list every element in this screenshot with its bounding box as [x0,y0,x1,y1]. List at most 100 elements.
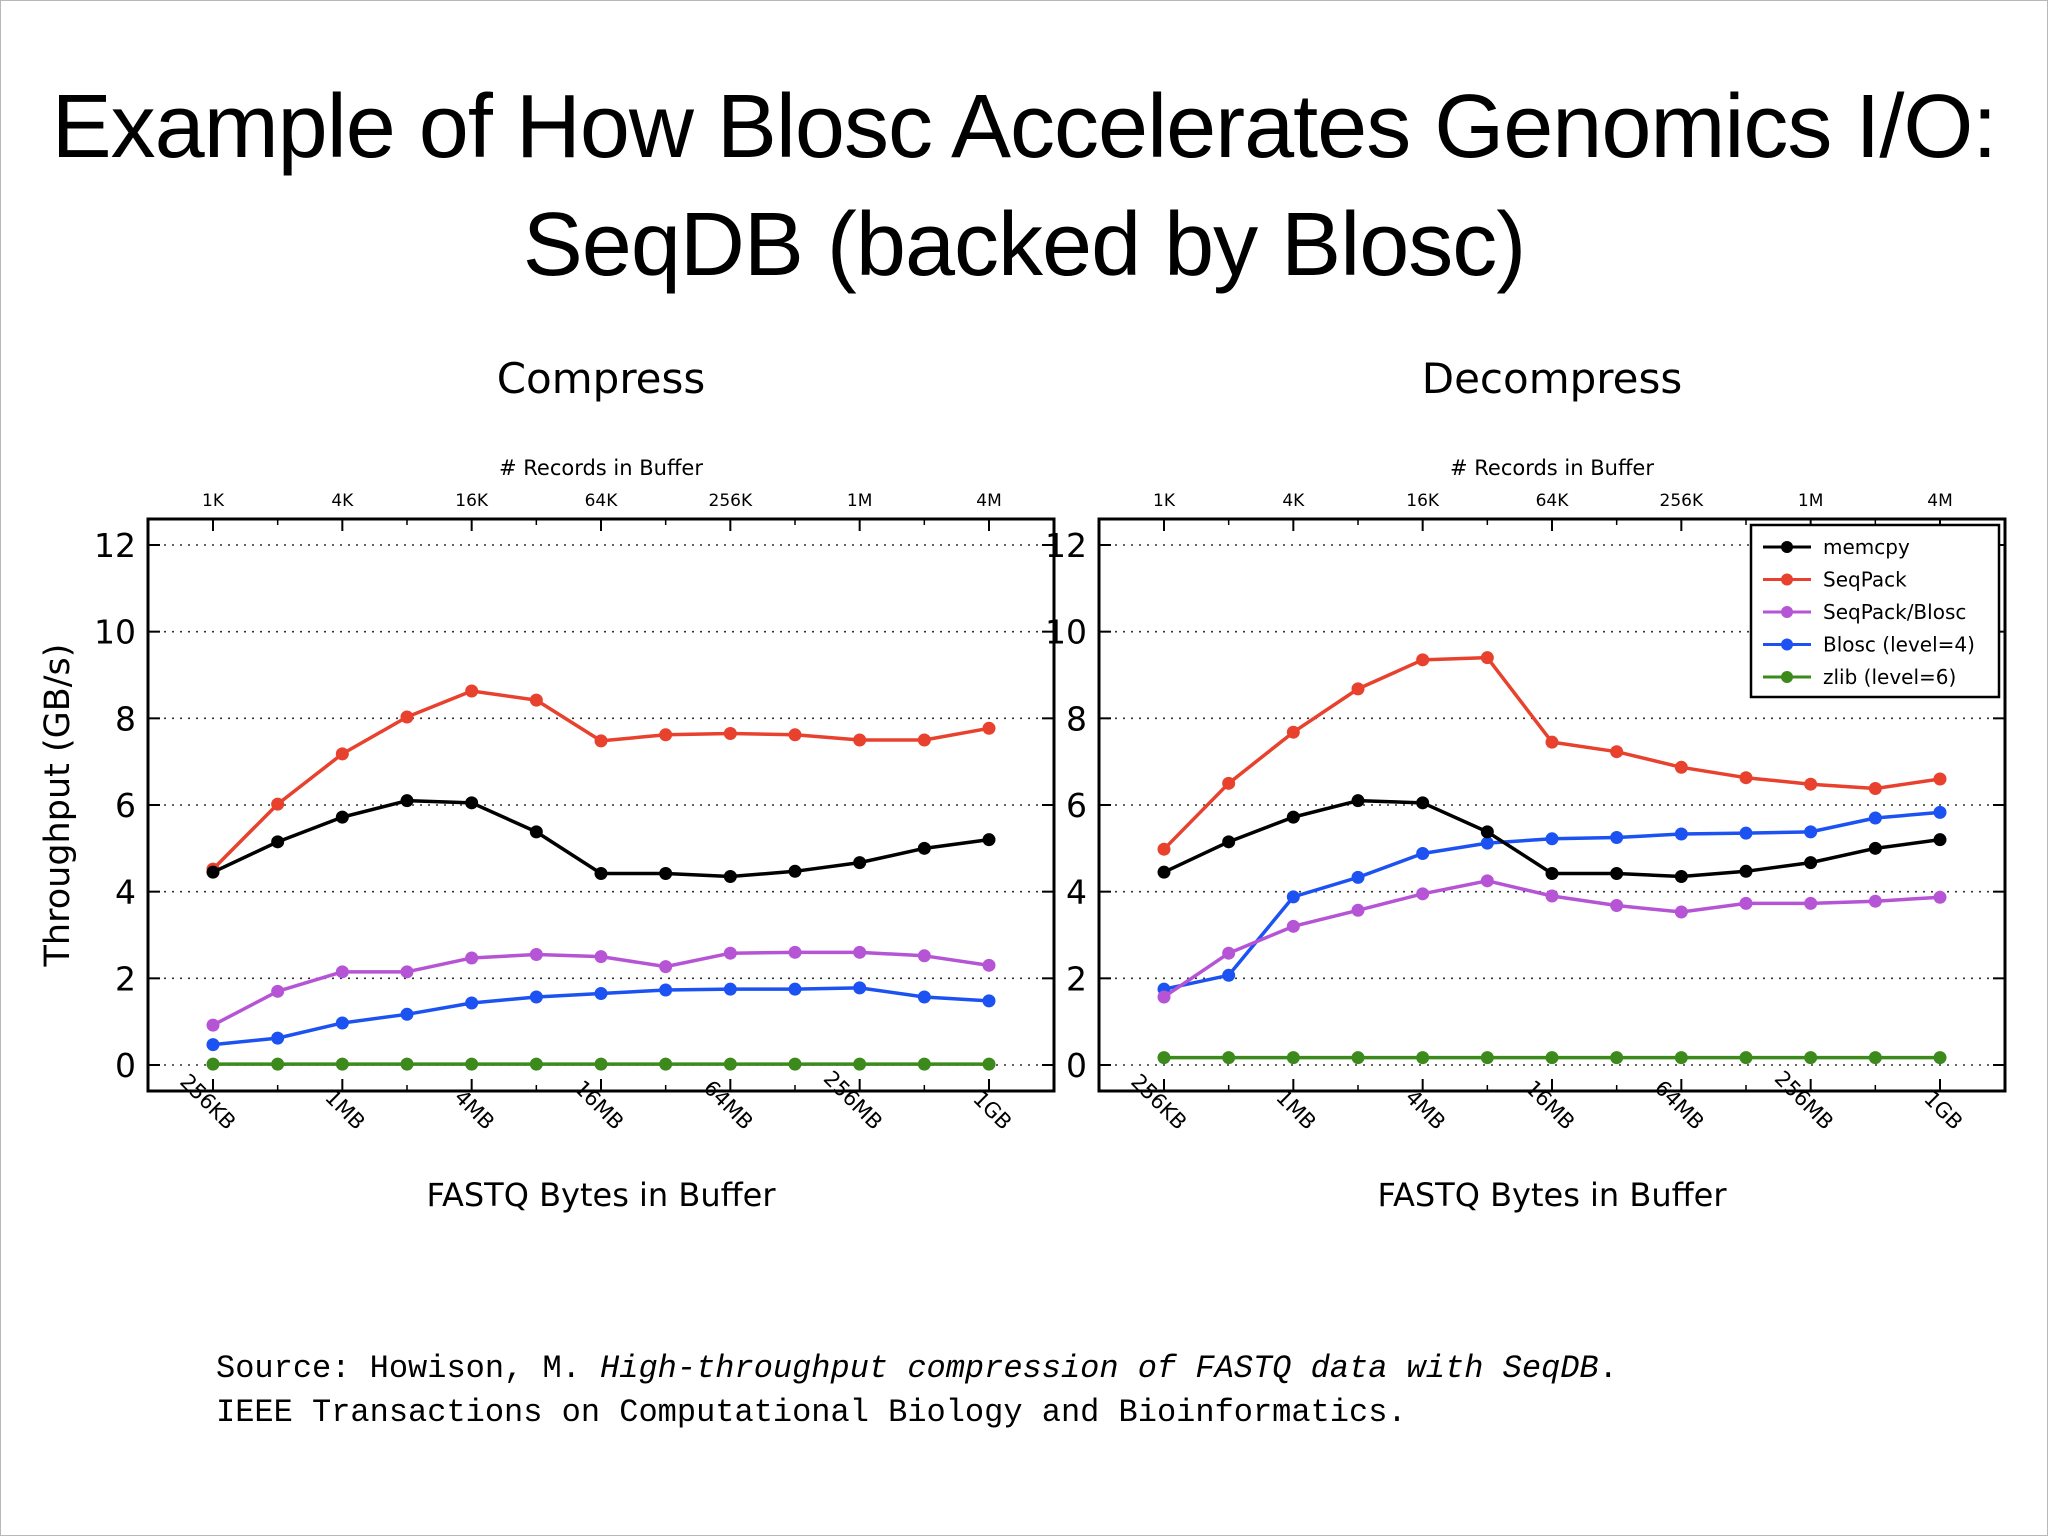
y-tick-label: 6 [1066,786,1087,825]
source-paper-title: High-throughput compression of FASTQ dat… [600,1350,1599,1387]
x-tick-label: 4MB [450,1085,499,1134]
data-point-blosc-level-4 [271,1031,285,1045]
data-point-seqpack [723,727,737,740]
data-point-seqpack-blosc [1739,896,1753,910]
y-tick-label: 2 [1066,959,1087,998]
data-point-seqpack-blosc [1610,899,1624,913]
legend-label: Blosc (level=4) [1823,633,1975,657]
data-point-memcpy [1610,866,1624,880]
slide-title-line-2: SeqDB (backed by Blosc) [522,195,1526,295]
y-tick-label: 12 [94,526,136,565]
top-axis-label: # Records in Buffer [499,456,703,480]
data-point-seqpack [400,710,414,724]
legend-marker [1781,671,1793,683]
data-point-blosc-level-4 [1286,890,1300,904]
data-point-zlib-level-6 [917,1057,931,1071]
legend-marker [1781,638,1793,651]
x2-tick-label: 4M [1927,491,1952,511]
data-point-blosc-level-4 [1351,870,1365,884]
data-point-zlib-level-6 [853,1057,867,1071]
data-point-seqpack-blosc [723,946,737,960]
source-prefix: Source: Howison, M. [216,1350,601,1387]
data-point-blosc-level-4 [723,982,737,996]
data-point-blosc-level-4 [529,990,543,1004]
data-point-zlib-level-6 [1480,1051,1494,1065]
data-point-seqpack-blosc [400,965,414,979]
data-point-zlib-level-6 [1610,1051,1624,1065]
data-point-zlib-level-6 [1933,1051,1947,1065]
data-point-zlib-level-6 [1416,1051,1430,1065]
data-point-memcpy [1545,866,1559,880]
x2-tick-label: 64K [1536,491,1570,511]
data-point-memcpy [335,810,349,824]
top-axis-label: # Records in Buffer [1450,456,1654,480]
data-point-memcpy [788,864,802,878]
data-point-seqpack [1739,771,1753,785]
x-tick-label: 64MB [1650,1076,1709,1135]
y-tick-label: 8 [1066,699,1087,738]
data-point-memcpy [917,841,931,855]
data-point-seqpack-blosc [206,1018,220,1032]
y-tick-label: 6 [115,786,136,825]
data-point-seqpack [1480,651,1494,665]
data-point-zlib-level-6 [529,1057,543,1071]
data-point-blosc-level-4 [1480,836,1494,850]
y-tick-label: 10 [94,613,136,652]
x-tick-label: 1MB [1271,1085,1320,1134]
x-tick-label: 4MB [1401,1085,1450,1134]
data-point-zlib-level-6 [1545,1051,1559,1065]
data-point-seqpack-blosc [788,945,802,959]
legend-label: memcpy [1823,535,1910,559]
x-tick-label: 1GB [968,1086,1016,1134]
data-point-blosc-level-4 [1416,847,1430,861]
data-point-seqpack [1222,776,1236,790]
data-point-zlib-level-6 [1739,1051,1753,1065]
x2-tick-label: 4K [331,491,354,511]
data-point-blosc-level-4 [1610,831,1624,844]
data-point-seqpack [659,728,673,742]
x-tick-label: 16MB [1521,1076,1580,1135]
compress-chart: Compress # Records in Buffer 0 2 4 6 8 10 12 256K… [38,361,1056,1214]
data-point-memcpy [271,835,285,849]
data-point-zlib-level-6 [659,1057,673,1071]
y-tick-label: 0 [115,1046,136,1085]
data-point-blosc-level-4 [206,1038,220,1052]
y-tick-label: 12 [1045,526,1087,565]
data-point-blosc-level-4 [1545,832,1559,846]
series-line-seqpack [211,689,990,871]
data-point-seqpack [1545,735,1559,749]
data-point-seqpack [529,693,543,707]
series-line-memcpy [212,798,990,879]
data-point-seqpack [1868,782,1882,796]
data-point-memcpy [1157,865,1171,879]
data-point-blosc-level-4 [465,996,479,1010]
x2-tick-label: 1K [202,491,225,511]
data-point-seqpack [1351,682,1365,696]
data-point-blosc-level-4 [1804,825,1818,839]
source-citation: Source: Howison, M. High-throughput comp… [216,1347,1618,1435]
data-point-blosc-level-4 [1674,827,1688,841]
data-point-seqpack [335,747,349,761]
data-point-seqpack-blosc [1804,896,1818,910]
data-point-memcpy [1480,825,1494,839]
source-journal: IEEE Transactions on Computational Biolo… [216,1394,1407,1431]
data-point-memcpy [1416,796,1430,810]
data-point-memcpy [529,825,543,839]
data-point-blosc-level-4 [982,994,996,1008]
data-point-seqpack-blosc [1157,990,1171,1004]
data-point-seqpack-blosc [1351,903,1365,917]
data-point-seqpack [1157,842,1171,856]
data-point-seqpack-blosc [982,958,996,972]
data-point-seqpack-blosc [1480,874,1494,888]
legend-label: SeqPack/Blosc [1823,600,1966,624]
data-point-zlib-level-6 [271,1057,285,1071]
data-point-blosc-level-4 [1739,826,1753,840]
data-point-memcpy [1286,810,1300,824]
data-point-zlib-level-6 [206,1057,220,1071]
chart-title: Decompress [1422,361,1683,403]
data-point-seqpack-blosc [335,965,349,979]
data-point-memcpy [1222,835,1236,849]
x-tick-label: 256KB [175,1069,240,1134]
y-tick-label: 8 [115,699,136,738]
data-point-memcpy [659,866,673,880]
